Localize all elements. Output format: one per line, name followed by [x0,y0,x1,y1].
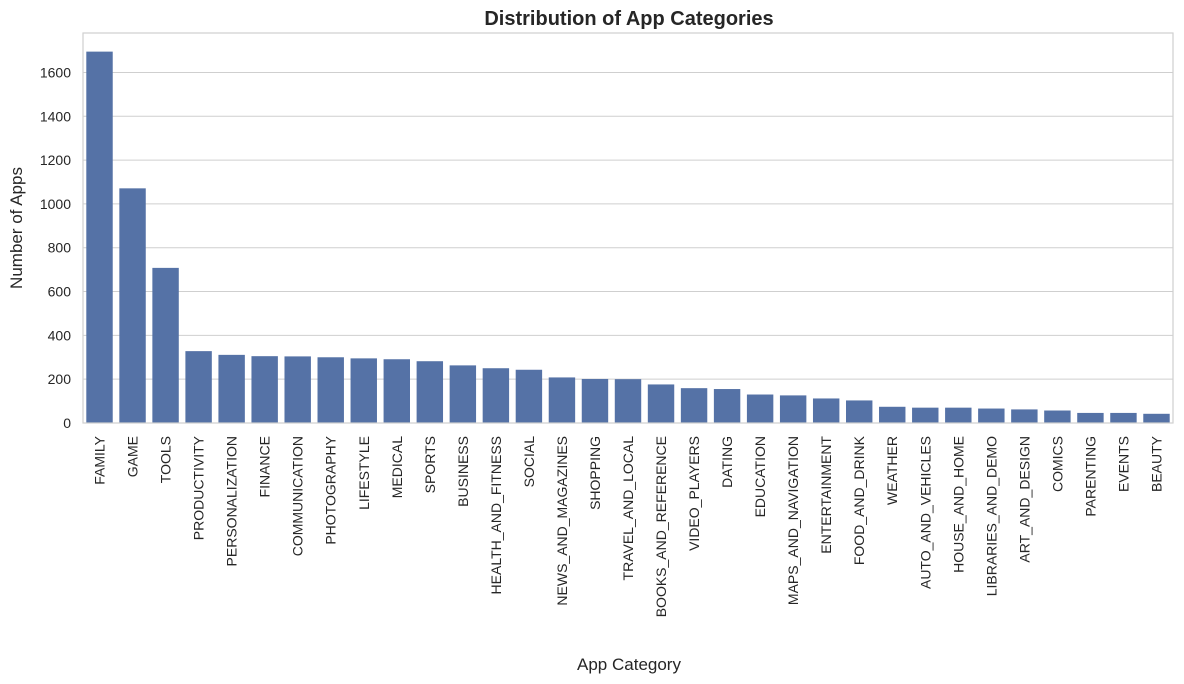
x-tick-label: ENTERTAINMENT [818,436,834,554]
x-tick-label: ART_AND_DESIGN [1016,436,1032,563]
x-tick-label: FAMILY [92,435,108,484]
x-tick-label: LIBRARIES_AND_DEMO [983,436,999,596]
y-tick-label: 200 [48,371,72,387]
y-tick-label: 1200 [40,152,71,168]
x-tick-label: PARENTING [1082,436,1098,517]
x-tick-label: HEALTH_AND_FITNESS [488,436,504,594]
bar-art-and-design [1011,409,1038,423]
bar-events [1110,412,1137,423]
x-tick-label: SOCIAL [521,436,537,488]
bar-shopping [581,378,609,423]
bar-house-and-home [945,407,972,423]
y-tick-label: 0 [63,415,71,431]
bar-productivity [185,351,212,423]
bar-video-players [680,388,708,423]
chart-title: Distribution of App Categories [484,8,773,30]
gridlines [83,71,1173,424]
bar-family [86,51,113,423]
bar-game [119,188,146,423]
x-tick-label: BOOKS_AND_REFERENCE [653,436,669,617]
x-tick-label: COMICS [1049,436,1065,492]
y-axis-ticks: 0 200 400 600 800 1000 1200 1400 1600 [40,64,71,431]
bar-parenting [1077,412,1104,423]
bar-lifestyle [350,358,377,423]
bar-travel-and-local [614,379,642,423]
y-axis-label: Number of Apps [7,167,26,289]
bar-maps-and-navigation [779,395,807,423]
bar-comics [1044,410,1071,423]
x-axis-ticks: FAMILY GAME TOOLS PRODUCTIVITY PERSONALIZATI… [92,435,1165,617]
plot-frame [82,32,1174,424]
bars [86,51,1170,423]
x-tick-label: SHOPPING [587,436,603,510]
x-tick-label: LIFESTYLE [356,436,372,510]
bar-education [746,394,774,423]
x-tick-label: PHOTOGRAPHY [323,435,339,544]
x-tick-label: SPORTS [422,436,438,493]
bar-libraries-and-demo [978,408,1005,423]
x-tick-label: COMMUNICATION [290,436,306,556]
x-tick-label: FINANCE [257,436,273,497]
bar-news-and-magazines [548,377,576,423]
x-tick-label: BEAUTY [1148,435,1164,492]
bar-personalization [218,354,245,423]
y-tick-label: 1400 [40,108,71,124]
bar-auto-and-vehicles [912,407,939,423]
bar-sports [416,361,444,423]
bar-books-and-reference [647,384,675,423]
bar-health-and-fitness [482,368,510,423]
x-tick-label: TOOLS [158,436,174,483]
x-tick-label: DATING [719,436,735,488]
x-tick-label: FOOD_AND_DRINK [851,435,867,565]
x-tick-label: MAPS_AND_NAVIGATION [785,436,801,605]
bar-weather [879,406,906,423]
x-tick-label: EDUCATION [752,436,768,517]
y-tick-label: 1000 [40,196,71,212]
x-tick-label: GAME [125,436,141,477]
bar-photography [317,357,344,423]
y-tick-label: 1600 [40,64,71,80]
bar-beauty [1143,413,1170,423]
x-tick-label: HOUSE_AND_HOME [950,436,966,573]
x-tick-label: BUSINESS [455,436,471,507]
bar-food-and-drink [846,400,873,423]
bar-communication [284,356,311,423]
bar-tools [152,267,179,423]
x-tick-label: NEWS_AND_MAGAZINES [554,436,570,606]
bar-social [515,369,543,423]
x-tick-label: VIDEO_PLAYERS [686,436,702,551]
x-tick-label: PRODUCTIVITY [191,435,207,540]
y-tick-label: 600 [48,284,72,300]
y-tick-label: 400 [48,327,72,343]
x-tick-label: EVENTS [1115,436,1131,492]
x-axis-label: App Category [577,655,681,674]
y-tick-label: 800 [48,240,72,256]
x-tick-label: MEDICAL [389,436,405,498]
x-tick-label: AUTO_AND_VEHICLES [917,436,933,589]
bar-entertainment [812,398,840,423]
x-tick-label: WEATHER [884,436,900,505]
bar-medical [383,359,410,423]
bar-finance [251,356,278,423]
x-tick-label: PERSONALIZATION [224,436,240,566]
x-tick-label: TRAVEL_AND_LOCAL [620,436,636,581]
bar-business [449,365,477,423]
bar-dating [713,389,741,423]
